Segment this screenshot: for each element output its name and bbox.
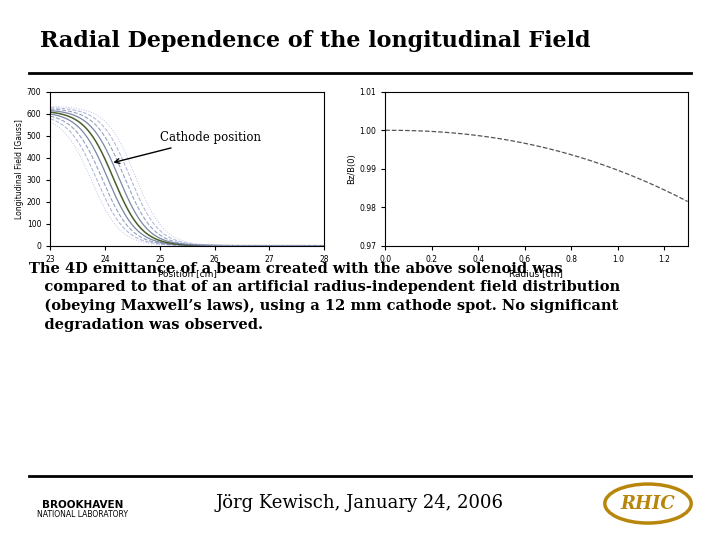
X-axis label: Radius [cm]: Radius [cm] — [510, 269, 563, 278]
Text: Cathode position: Cathode position — [114, 131, 261, 163]
Y-axis label: Longitudinal Field [Gauss]: Longitudinal Field [Gauss] — [15, 119, 24, 219]
Text: BROOKHAVEN: BROOKHAVEN — [42, 500, 124, 510]
Text: RHIC: RHIC — [621, 495, 675, 512]
Text: Radial Dependence of the longitudinal Field: Radial Dependence of the longitudinal Fi… — [40, 30, 590, 52]
Y-axis label: Bz/B(0): Bz/B(0) — [347, 153, 356, 184]
Text: The 4D emittance of a beam created with the above solenoid was
   compared to th: The 4D emittance of a beam created with … — [29, 262, 620, 332]
Text: NATIONAL LABORATORY: NATIONAL LABORATORY — [37, 510, 128, 518]
X-axis label: Position [cm]: Position [cm] — [158, 269, 217, 278]
Text: Jörg Kewisch, January 24, 2006: Jörg Kewisch, January 24, 2006 — [216, 494, 504, 512]
